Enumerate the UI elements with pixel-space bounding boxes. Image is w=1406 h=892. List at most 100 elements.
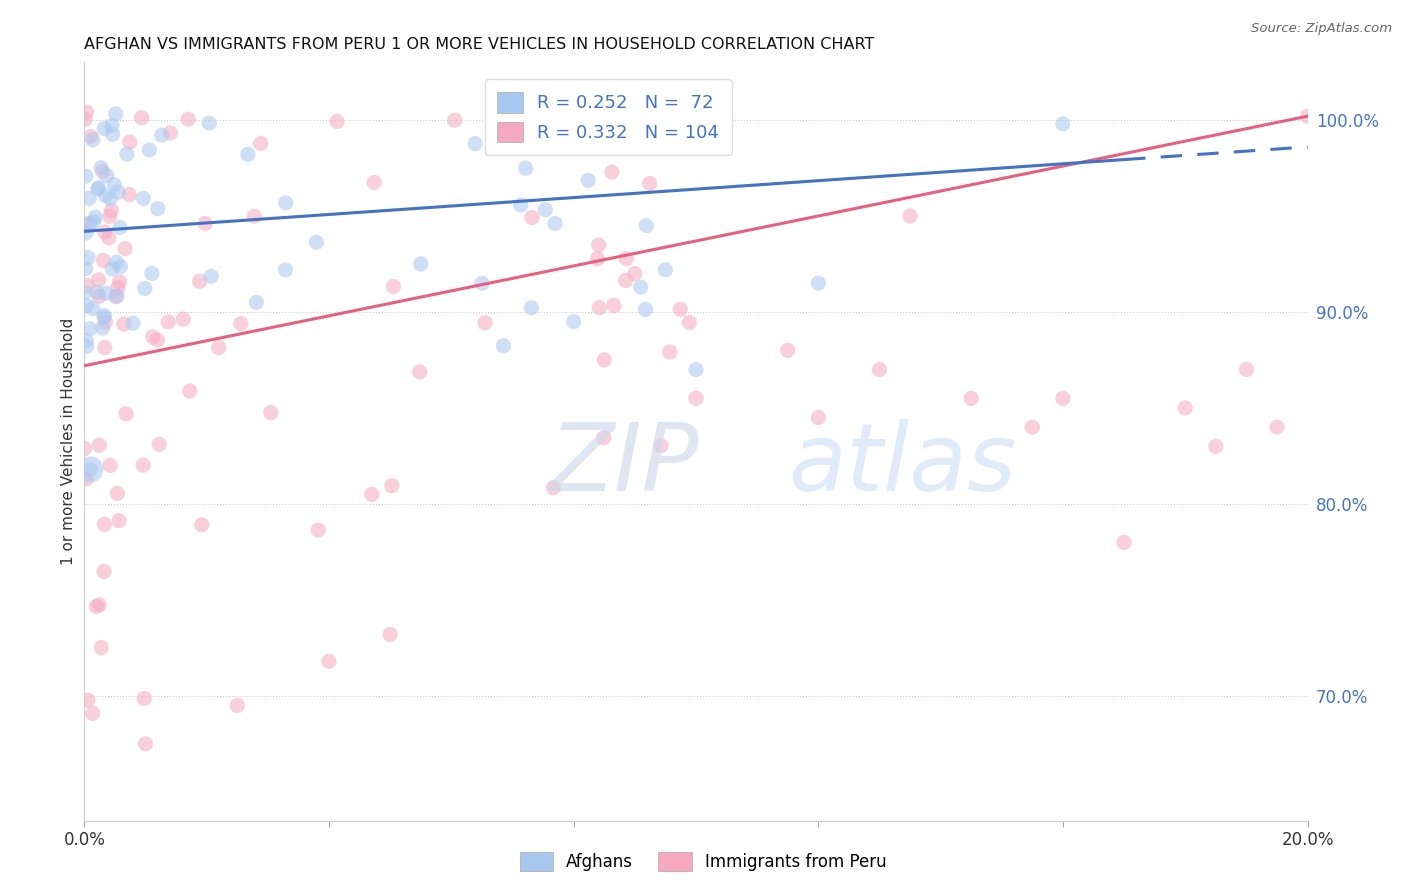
Point xyxy=(380,627,402,641)
Point xyxy=(93,565,115,579)
Point xyxy=(79,462,101,476)
Point xyxy=(138,143,160,157)
Text: Source: ZipAtlas.com: Source: ZipAtlas.com xyxy=(1251,22,1392,36)
Point xyxy=(177,112,200,127)
Point xyxy=(634,302,657,317)
Point xyxy=(515,161,537,176)
Point xyxy=(91,253,114,268)
Point xyxy=(132,191,155,205)
Point xyxy=(1265,420,1288,434)
Point xyxy=(1052,392,1074,406)
Point xyxy=(544,216,567,230)
Point xyxy=(83,215,105,229)
Point xyxy=(260,406,283,420)
Point xyxy=(520,211,543,225)
Point xyxy=(650,439,672,453)
Point xyxy=(638,177,661,191)
Point xyxy=(305,235,328,250)
Point xyxy=(492,339,515,353)
Point xyxy=(89,598,111,612)
Point xyxy=(75,334,97,348)
Point xyxy=(208,341,231,355)
Point xyxy=(135,737,157,751)
Point xyxy=(534,202,557,217)
Point xyxy=(79,216,101,230)
Point xyxy=(94,341,117,355)
Point xyxy=(146,202,169,216)
Point xyxy=(520,301,543,315)
Point xyxy=(509,198,531,212)
Point xyxy=(98,192,121,206)
Point xyxy=(588,238,610,252)
Point xyxy=(1236,362,1258,376)
Point xyxy=(132,458,155,472)
Point xyxy=(198,116,221,130)
Point xyxy=(363,176,385,190)
Point xyxy=(107,281,129,295)
Point xyxy=(150,128,173,142)
Point xyxy=(94,286,117,301)
Point xyxy=(1114,535,1136,549)
Point xyxy=(77,191,100,205)
Point xyxy=(600,165,623,179)
Point xyxy=(89,438,111,452)
Point xyxy=(122,316,145,330)
Point xyxy=(776,343,799,358)
Point xyxy=(82,301,104,316)
Point xyxy=(382,279,405,293)
Point xyxy=(471,276,494,290)
Text: atlas: atlas xyxy=(787,418,1017,510)
Text: AFGHAN VS IMMIGRANTS FROM PERU 1 OR MORE VEHICLES IN HOUSEHOLD CORRELATION CHART: AFGHAN VS IMMIGRANTS FROM PERU 1 OR MORE… xyxy=(84,37,875,52)
Point xyxy=(274,196,297,211)
Point xyxy=(274,263,297,277)
Point xyxy=(243,209,266,223)
Point xyxy=(807,276,830,290)
Point xyxy=(101,128,124,142)
Point xyxy=(229,317,252,331)
Point xyxy=(76,105,98,120)
Point xyxy=(91,164,114,178)
Point xyxy=(93,309,115,323)
Legend: R = 0.252   N =  72, R = 0.332   N = 104: R = 0.252 N = 72, R = 0.332 N = 104 xyxy=(485,79,731,155)
Point xyxy=(142,330,165,344)
Point xyxy=(200,269,222,284)
Point xyxy=(91,321,114,335)
Point xyxy=(658,345,681,359)
Point xyxy=(73,285,96,300)
Point xyxy=(114,242,136,256)
Point xyxy=(118,135,141,149)
Point xyxy=(80,129,103,144)
Point xyxy=(100,203,122,218)
Point xyxy=(188,274,211,288)
Point xyxy=(654,262,676,277)
Point xyxy=(807,410,830,425)
Y-axis label: 1 or more Vehicles in Household: 1 or more Vehicles in Household xyxy=(60,318,76,566)
Point xyxy=(614,273,637,287)
Point xyxy=(86,285,108,300)
Point xyxy=(108,275,131,289)
Point xyxy=(108,220,131,235)
Point xyxy=(318,654,340,668)
Point xyxy=(624,267,647,281)
Point xyxy=(75,226,97,240)
Point xyxy=(84,210,107,224)
Point xyxy=(97,231,120,245)
Point xyxy=(103,178,125,192)
Point xyxy=(96,169,118,183)
Point xyxy=(409,365,432,379)
Point xyxy=(236,147,259,161)
Point xyxy=(157,315,180,329)
Point xyxy=(159,126,181,140)
Point xyxy=(576,173,599,187)
Point xyxy=(93,121,115,136)
Point xyxy=(73,442,96,456)
Point xyxy=(484,132,506,146)
Point xyxy=(960,392,983,406)
Point xyxy=(134,691,156,706)
Point xyxy=(75,112,97,127)
Point xyxy=(869,362,891,376)
Point xyxy=(226,698,249,713)
Point xyxy=(112,317,135,331)
Point xyxy=(678,316,700,330)
Point xyxy=(77,251,100,265)
